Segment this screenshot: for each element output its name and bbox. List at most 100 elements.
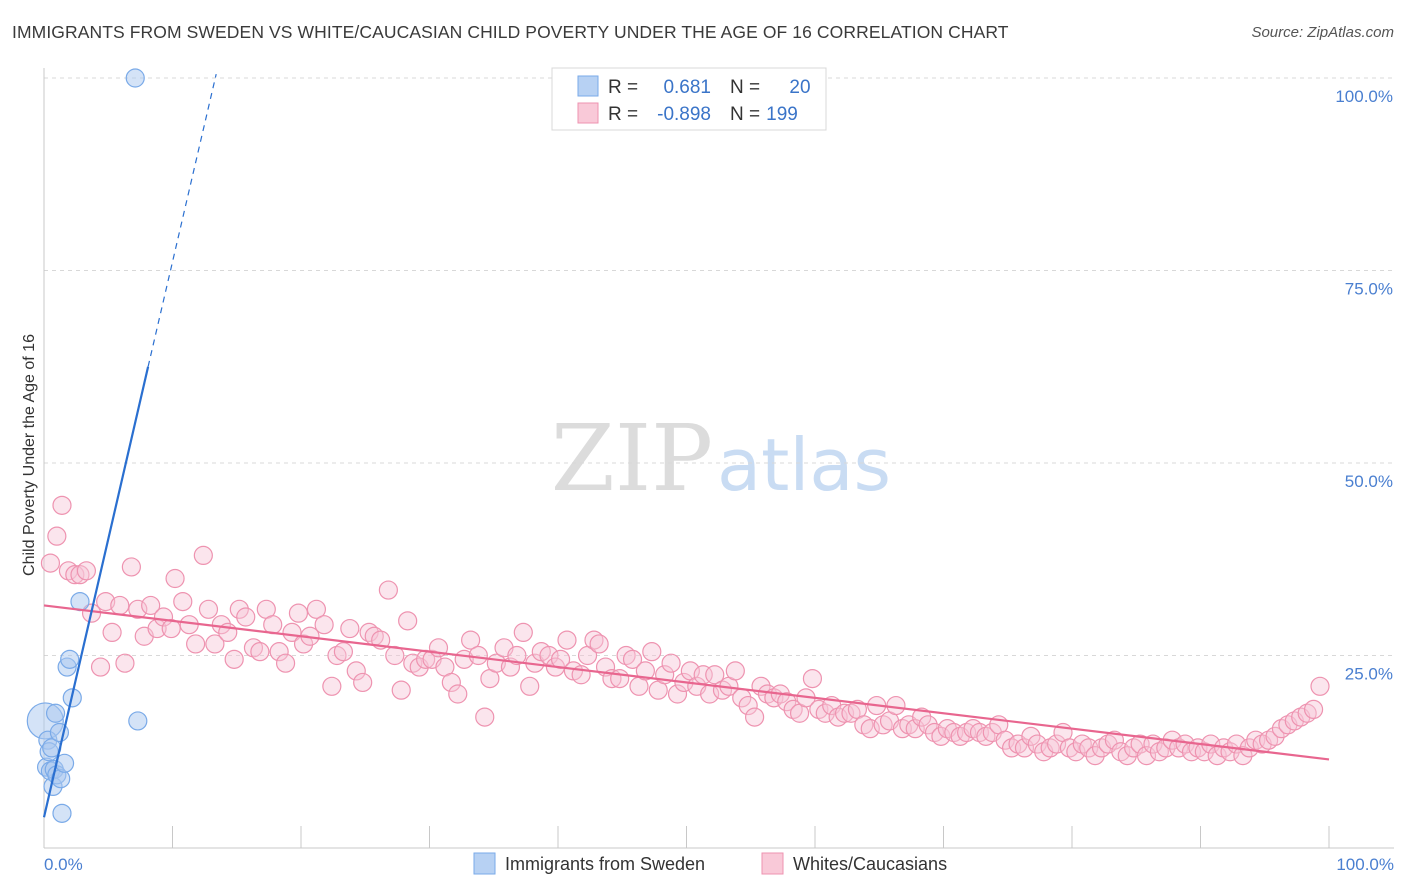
pink-point xyxy=(229,599,249,619)
watermark-zip: ZIP xyxy=(551,405,713,512)
watermark-atlas: atlas xyxy=(717,423,891,507)
pink-point xyxy=(905,719,925,739)
blue-point xyxy=(60,649,80,669)
pink-point xyxy=(102,622,122,643)
pink-point xyxy=(293,634,314,654)
pink-point xyxy=(193,545,213,566)
pink-point xyxy=(802,668,823,689)
pink-point xyxy=(745,707,765,727)
regression-lines xyxy=(42,74,1330,818)
pink-point xyxy=(236,607,256,627)
pink-point xyxy=(306,599,327,619)
blue-point xyxy=(125,68,145,88)
pink-point xyxy=(40,553,61,573)
pink-point xyxy=(931,726,951,746)
pink-point xyxy=(1310,676,1330,696)
pink-point xyxy=(610,668,630,689)
pink-point xyxy=(468,645,488,666)
legend: R = 0.681 N = 20 R = -0.898 N = 199 xyxy=(551,67,827,131)
blue-point xyxy=(52,803,72,823)
pink-point xyxy=(475,707,495,727)
legend-r-value-pink: -0.898 xyxy=(657,104,711,125)
pink-point xyxy=(777,692,797,712)
y-axis-title: Child Poverty Under the Age of 16 xyxy=(21,334,38,576)
pink-point xyxy=(1027,734,1047,754)
pink-point xyxy=(448,684,468,704)
pink-point xyxy=(860,719,880,739)
pink-point xyxy=(1021,726,1041,746)
pink-point xyxy=(165,568,185,589)
pink-regression-line xyxy=(43,604,1330,761)
chart-source: Source: ZipAtlas.com xyxy=(1251,24,1394,41)
pink-point xyxy=(1303,699,1324,720)
pink-point xyxy=(90,657,111,677)
pink-point xyxy=(359,622,379,643)
pink-point xyxy=(557,630,577,650)
pink-point xyxy=(340,618,360,639)
pink-point xyxy=(635,661,655,681)
pink-point xyxy=(834,703,855,723)
pink-point xyxy=(507,645,527,666)
y-tick-label: 75.0% xyxy=(1345,280,1393,299)
pink-point xyxy=(705,665,725,685)
x-tick-label: 0.0% xyxy=(44,855,83,874)
pink-point xyxy=(115,653,135,673)
pink-point xyxy=(1194,742,1214,762)
pink-point xyxy=(1117,745,1137,766)
pink-point xyxy=(65,565,85,585)
blue-point xyxy=(45,703,66,723)
pink-point xyxy=(333,642,354,662)
legend-r-label-blue: R = xyxy=(608,77,638,98)
legend-r-value-blue: 0.681 xyxy=(663,77,711,98)
pink-point xyxy=(1265,726,1285,746)
pink-point xyxy=(314,615,334,635)
pink-point xyxy=(275,653,296,673)
y-tick-label: 100.0% xyxy=(1335,87,1393,106)
grid-lines xyxy=(44,77,1394,656)
pink-point xyxy=(1046,734,1067,754)
pink-point xyxy=(224,649,244,669)
pink-point xyxy=(738,695,758,716)
blue-regression-line xyxy=(42,366,150,818)
bottom-legend-swatch-blue xyxy=(473,852,496,875)
pink-point xyxy=(173,591,193,612)
pink-point xyxy=(288,603,309,623)
pink-point xyxy=(520,676,540,696)
pink-point xyxy=(1066,742,1086,762)
pink-point xyxy=(1233,745,1253,766)
pink-point xyxy=(52,495,72,515)
pink-point xyxy=(1136,745,1157,766)
pink-point xyxy=(346,661,366,681)
pink-point xyxy=(110,595,130,616)
pink-point xyxy=(250,642,270,662)
legend-swatch-blue xyxy=(577,75,599,97)
pink-point xyxy=(198,599,219,619)
pink-point xyxy=(76,561,97,581)
pink-point xyxy=(918,715,938,735)
pink-point xyxy=(995,730,1015,750)
pink-point xyxy=(353,672,373,693)
pink-point xyxy=(725,661,745,681)
pink-point xyxy=(186,634,206,654)
pink-point xyxy=(322,676,342,696)
legend-n-label-pink: N = xyxy=(730,104,760,125)
pink-point xyxy=(128,599,148,619)
bottom-legend-swatch-pink xyxy=(761,852,784,875)
tick-labels: 25.0% 50.0% 75.0% 100.0% 0.0% 100.0% xyxy=(44,87,1394,874)
pink-point xyxy=(282,622,302,643)
pink-point xyxy=(269,642,289,662)
pink-point xyxy=(398,611,418,631)
pink-point xyxy=(513,622,533,643)
y-tick-label: 50.0% xyxy=(1345,472,1393,491)
pink-point xyxy=(539,645,559,666)
pink-point xyxy=(161,618,181,639)
pink-point xyxy=(815,703,835,723)
pink-point xyxy=(205,634,225,654)
pink-point xyxy=(153,607,174,627)
chart-title: IMMIGRANTS FROM SWEDEN VS WHITE/CAUCASIA… xyxy=(12,22,1009,42)
pink-point xyxy=(622,649,643,669)
x-tick-label: 100.0% xyxy=(1336,855,1394,874)
pink-series-points xyxy=(40,495,1330,766)
legend-n-label-blue: N = xyxy=(730,77,760,98)
